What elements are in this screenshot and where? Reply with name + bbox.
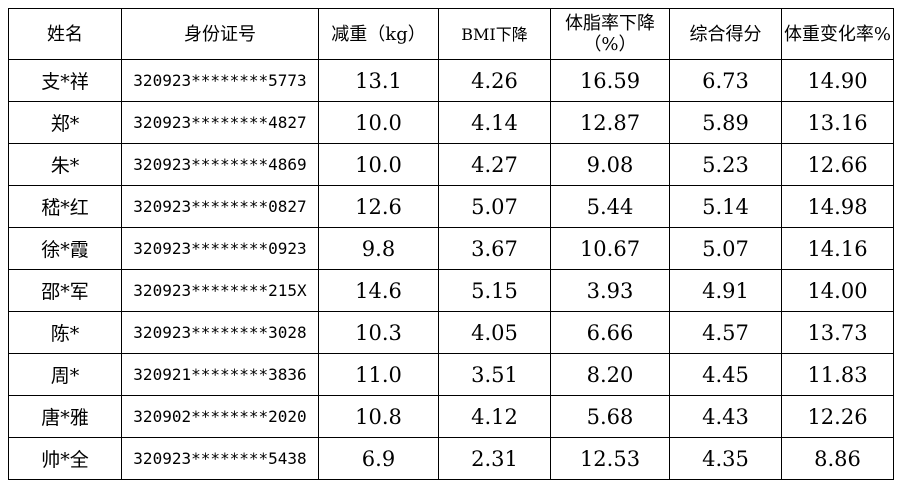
- table-row: 朱* 320923********4869 10.0 4.27 9.08 5.2…: [8, 143, 894, 186]
- header-weight-change-rate: 体重变化率%: [781, 8, 894, 60]
- cell-id-number: 320923********4827: [121, 101, 319, 144]
- cell-id-number: 320902********2020: [121, 395, 319, 438]
- cell-id-number: 320921********3836: [121, 353, 319, 396]
- cell-weight-change-rate: 13.73: [781, 311, 894, 354]
- table-row: 嵇*红 320923********0827 12.6 5.07 5.44 5.…: [8, 185, 894, 228]
- header-bmi-drop: BMI下降: [438, 8, 551, 60]
- cell-name: 徐*霞: [8, 227, 122, 270]
- cell-weight-loss: 10.0: [318, 143, 439, 186]
- cell-body-fat-drop: 3.93: [550, 269, 670, 312]
- table-row: 郑* 320923********4827 10.0 4.14 12.87 5.…: [8, 101, 894, 144]
- header-row: 姓名 身份证号 减重（kg） BMI下降 体脂率下降（%） 综合得分 体重变化率…: [8, 8, 894, 60]
- table-row: 周* 320921********3836 11.0 3.51 8.20 4.4…: [8, 353, 894, 396]
- cell-bmi-drop: 2.31: [438, 437, 551, 480]
- cell-name: 嵇*红: [8, 185, 122, 228]
- cell-total-score: 4.45: [669, 353, 782, 396]
- cell-bmi-drop: 3.51: [438, 353, 551, 396]
- cell-weight-change-rate: 11.83: [781, 353, 894, 396]
- header-total-score: 综合得分: [669, 8, 782, 60]
- cell-body-fat-drop: 12.53: [550, 437, 670, 480]
- cell-weight-change-rate: 14.00: [781, 269, 894, 312]
- cell-body-fat-drop: 6.66: [550, 311, 670, 354]
- header-weight-loss: 减重（kg）: [318, 8, 439, 60]
- cell-body-fat-drop: 9.08: [550, 143, 670, 186]
- cell-name: 支*祥: [8, 59, 122, 102]
- table-row: 陈* 320923********3028 10.3 4.05 6.66 4.5…: [8, 311, 894, 354]
- cell-body-fat-drop: 12.87: [550, 101, 670, 144]
- cell-weight-change-rate: 14.98: [781, 185, 894, 228]
- cell-bmi-drop: 5.15: [438, 269, 551, 312]
- cell-id-number: 320923********4869: [121, 143, 319, 186]
- cell-name: 陈*: [8, 311, 122, 354]
- cell-body-fat-drop: 10.67: [550, 227, 670, 270]
- cell-total-score: 4.57: [669, 311, 782, 354]
- cell-id-number: 320923********5773: [121, 59, 319, 102]
- table-row: 邵*军 320923********215X 14.6 5.15 3.93 4.…: [8, 269, 894, 312]
- cell-total-score: 5.89: [669, 101, 782, 144]
- cell-total-score: 5.14: [669, 185, 782, 228]
- cell-weight-loss: 10.3: [318, 311, 439, 354]
- cell-total-score: 4.35: [669, 437, 782, 480]
- header-body-fat-drop: 体脂率下降（%）: [550, 8, 670, 60]
- cell-weight-loss: 6.9: [318, 437, 439, 480]
- cell-bmi-drop: 4.27: [438, 143, 551, 186]
- table-row: 帅*全 320923********5438 6.9 2.31 12.53 4.…: [8, 437, 894, 480]
- cell-body-fat-drop: 8.20: [550, 353, 670, 396]
- cell-name: 周*: [8, 353, 122, 396]
- table-row: 唐*雅 320902********2020 10.8 4.12 5.68 4.…: [8, 395, 894, 438]
- header-name: 姓名: [8, 8, 122, 60]
- cell-total-score: 5.07: [669, 227, 782, 270]
- cell-weight-loss: 10.0: [318, 101, 439, 144]
- cell-weight-loss: 11.0: [318, 353, 439, 396]
- header-id-number: 身份证号: [121, 8, 319, 60]
- cell-weight-loss: 14.6: [318, 269, 439, 312]
- cell-weight-change-rate: 12.66: [781, 143, 894, 186]
- cell-weight-change-rate: 8.86: [781, 437, 894, 480]
- cell-total-score: 5.23: [669, 143, 782, 186]
- cell-name: 唐*雅: [8, 395, 122, 438]
- cell-weight-loss: 12.6: [318, 185, 439, 228]
- cell-name: 朱*: [8, 143, 122, 186]
- cell-name: 邵*军: [8, 269, 122, 312]
- cell-weight-change-rate: 14.90: [781, 59, 894, 102]
- cell-bmi-drop: 4.12: [438, 395, 551, 438]
- cell-bmi-drop: 3.67: [438, 227, 551, 270]
- results-table: 姓名 身份证号 减重（kg） BMI下降 体脂率下降（%） 综合得分 体重变化率…: [8, 8, 894, 480]
- cell-body-fat-drop: 16.59: [550, 59, 670, 102]
- cell-weight-change-rate: 13.16: [781, 101, 894, 144]
- cell-bmi-drop: 4.05: [438, 311, 551, 354]
- cell-weight-loss: 10.8: [318, 395, 439, 438]
- cell-id-number: 320923********5438: [121, 437, 319, 480]
- cell-bmi-drop: 4.26: [438, 59, 551, 102]
- cell-id-number: 320923********0923: [121, 227, 319, 270]
- cell-total-score: 6.73: [669, 59, 782, 102]
- cell-name: 帅*全: [8, 437, 122, 480]
- cell-bmi-drop: 5.07: [438, 185, 551, 228]
- cell-weight-change-rate: 14.16: [781, 227, 894, 270]
- cell-body-fat-drop: 5.68: [550, 395, 670, 438]
- cell-id-number: 320923********215X: [121, 269, 319, 312]
- cell-id-number: 320923********3028: [121, 311, 319, 354]
- cell-weight-loss: 13.1: [318, 59, 439, 102]
- table-row: 支*祥 320923********5773 13.1 4.26 16.59 6…: [8, 59, 894, 102]
- cell-id-number: 320923********0827: [121, 185, 319, 228]
- table-row: 徐*霞 320923********0923 9.8 3.67 10.67 5.…: [8, 227, 894, 270]
- cell-total-score: 4.43: [669, 395, 782, 438]
- cell-total-score: 4.91: [669, 269, 782, 312]
- cell-name: 郑*: [8, 101, 122, 144]
- cell-bmi-drop: 4.14: [438, 101, 551, 144]
- cell-weight-loss: 9.8: [318, 227, 439, 270]
- cell-body-fat-drop: 5.44: [550, 185, 670, 228]
- cell-weight-change-rate: 12.26: [781, 395, 894, 438]
